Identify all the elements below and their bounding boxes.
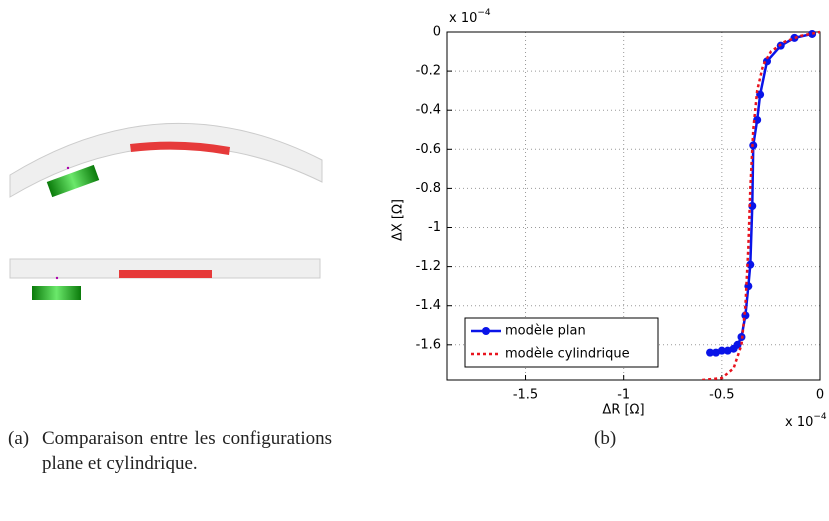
flat-coil — [119, 270, 212, 278]
marker — [733, 340, 742, 349]
axis-multiplier: x 10−4 — [785, 412, 827, 430]
legend-label: modèle cylindrique — [505, 347, 630, 362]
curved-sensor — [46, 164, 100, 198]
y-tick-label: -1.6 — [416, 337, 441, 352]
caption-a-label: (a) — [8, 428, 30, 449]
dot — [55, 276, 59, 280]
flat-sensor — [32, 286, 81, 300]
multiplier-exponent: −4 — [813, 412, 827, 422]
y-tick-label: 0 — [433, 25, 441, 40]
x-tick-label: -1 — [617, 388, 630, 403]
axis-multiplier: x 10−4 — [449, 8, 491, 26]
y-tick-label: -0.4 — [416, 103, 441, 118]
legend-box — [464, 317, 659, 368]
legend-label: modèle plan — [505, 324, 586, 339]
y-tick-label: -0.8 — [416, 181, 441, 196]
y-tick-label: -1 — [428, 220, 441, 235]
x-tick-label: 0 — [816, 388, 824, 403]
chart: -1.5 -1 -0.5 0 0 -0.2 -0.4 -0.6 -0.8 -1 -1.2 -1.4 -1… — [391, 8, 827, 430]
marker — [790, 33, 799, 42]
multiplier-base: x 10 — [449, 11, 477, 26]
plot-frame — [446, 31, 821, 381]
y-tick-label: -1.2 — [416, 259, 441, 274]
caption-a: Comparaison entre les configurations pla… — [42, 428, 332, 474]
marker — [706, 348, 715, 357]
multiplier-exponent: −4 — [477, 8, 491, 18]
y-tick-label: -1.4 — [416, 298, 441, 313]
x-tick-label: -1.5 — [513, 388, 538, 403]
curved-plate — [9, 122, 323, 198]
marker — [717, 346, 726, 355]
dot — [66, 166, 70, 170]
y-tick-label: -0.6 — [416, 142, 441, 157]
multiplier-base: x 10 — [785, 415, 813, 430]
curved-coil — [130, 141, 230, 155]
x-axis-label: ΔR [Ω] — [602, 403, 644, 418]
legend-marker — [482, 327, 490, 335]
x-tick-label: -0.5 — [709, 388, 734, 403]
y-tick-label: -0.2 — [416, 64, 441, 79]
y-axis-label: ΔX [Ω] — [391, 199, 406, 241]
caption-b: (b) — [594, 428, 617, 449]
